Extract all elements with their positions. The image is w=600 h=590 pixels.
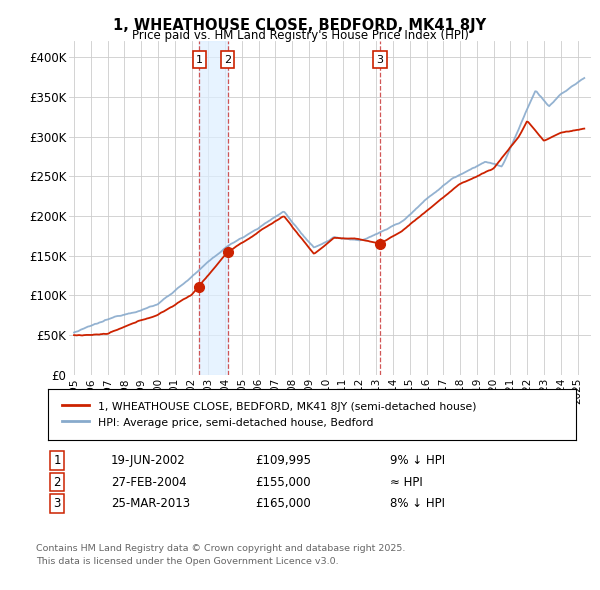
Text: 1: 1 xyxy=(196,54,203,64)
Bar xyxy=(199,41,227,375)
Text: 3: 3 xyxy=(53,497,61,510)
Text: 27-FEB-2004: 27-FEB-2004 xyxy=(111,476,187,489)
Text: This data is licensed under the Open Government Licence v3.0.: This data is licensed under the Open Gov… xyxy=(36,558,338,566)
Text: 25-MAR-2013: 25-MAR-2013 xyxy=(111,497,190,510)
Text: 3: 3 xyxy=(377,54,383,64)
Text: £109,995: £109,995 xyxy=(255,454,311,467)
Text: 9% ↓ HPI: 9% ↓ HPI xyxy=(390,454,445,467)
Text: 1, WHEATHOUSE CLOSE, BEDFORD, MK41 8JY: 1, WHEATHOUSE CLOSE, BEDFORD, MK41 8JY xyxy=(113,18,487,32)
Text: 8% ↓ HPI: 8% ↓ HPI xyxy=(390,497,445,510)
Legend: 1, WHEATHOUSE CLOSE, BEDFORD, MK41 8JY (semi-detached house), HPI: Average price: 1, WHEATHOUSE CLOSE, BEDFORD, MK41 8JY (… xyxy=(59,398,479,431)
Text: ≈ HPI: ≈ HPI xyxy=(390,476,423,489)
Text: 19-JUN-2002: 19-JUN-2002 xyxy=(111,454,186,467)
Text: Contains HM Land Registry data © Crown copyright and database right 2025.: Contains HM Land Registry data © Crown c… xyxy=(36,545,406,553)
Text: £155,000: £155,000 xyxy=(255,476,311,489)
Text: Price paid vs. HM Land Registry's House Price Index (HPI): Price paid vs. HM Land Registry's House … xyxy=(131,30,469,42)
Text: £165,000: £165,000 xyxy=(255,497,311,510)
Text: 1: 1 xyxy=(53,454,61,467)
Text: 2: 2 xyxy=(224,54,231,64)
Text: 2: 2 xyxy=(53,476,61,489)
